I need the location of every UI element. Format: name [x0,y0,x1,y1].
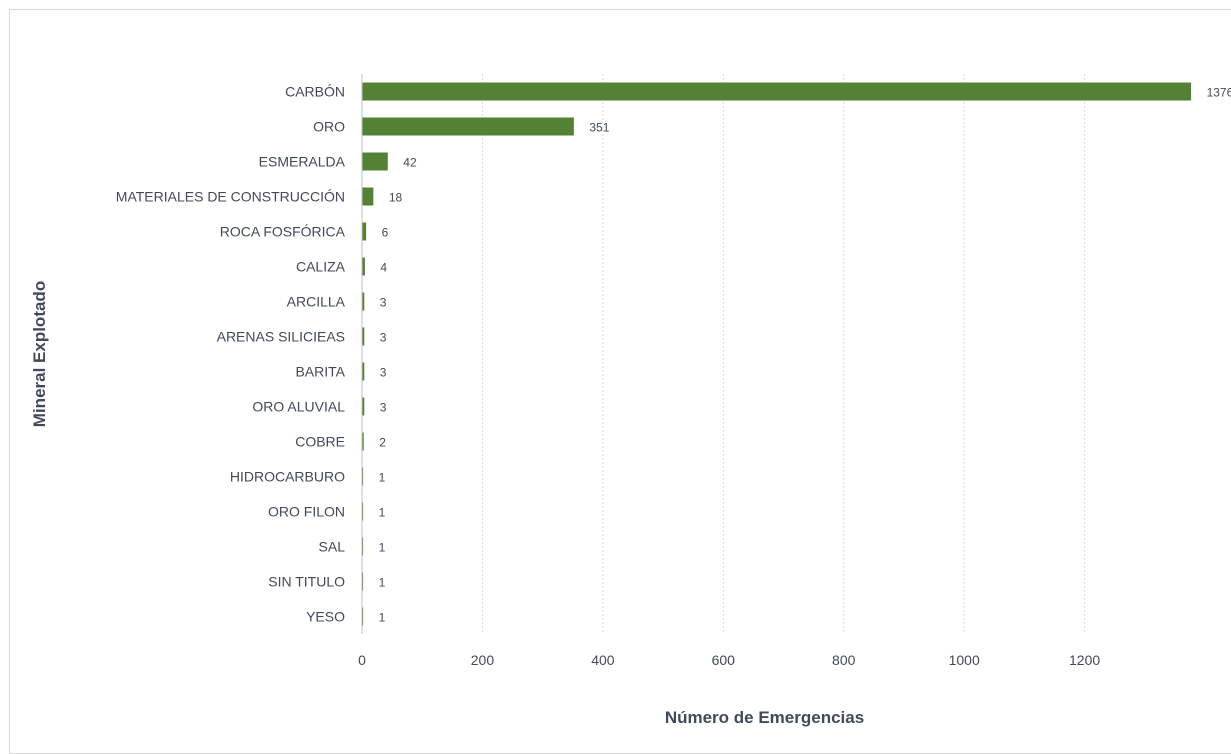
y-category-label: BARITA [295,364,345,380]
bar [362,222,367,241]
bar-value-label: 1 [379,576,386,590]
x-tick-label: 1200 [1069,652,1100,668]
bar-value-label: 1376 [1207,86,1231,100]
y-category-label: ORO ALUVIAL [252,399,345,415]
bar-value-label: 1 [379,506,386,520]
y-category-label: ARCILLA [287,294,346,310]
bar-value-label: 3 [380,401,387,415]
bar-value-label: 351 [589,121,609,135]
y-category-label: COBRE [295,434,345,450]
bar-value-label: 6 [382,226,389,240]
bar [362,537,364,556]
bar-value-label: 3 [380,296,387,310]
y-category-label: SAL [319,539,346,555]
bar-value-label: 4 [380,261,387,275]
chart-frame [9,9,1231,754]
x-tick-label: 600 [712,652,736,668]
bar [362,117,574,136]
bar [362,292,365,311]
y-category-label: ORO [313,119,345,135]
y-category-label: HIDROCARBURO [230,469,345,485]
bar [362,432,364,451]
bar-value-label: 3 [380,331,387,345]
bar [362,572,364,591]
bar [362,502,364,521]
bar-value-label: 1 [379,611,386,625]
bar-value-label: 18 [389,191,403,205]
y-axis-title: Mineral Explotado [30,281,49,427]
y-category-label: ESMERALDA [259,154,346,170]
x-axis-title: Número de Emergencias [665,708,864,727]
bar [362,467,364,486]
x-tick-label: 400 [591,652,615,668]
bar [362,397,365,416]
y-category-label: SIN TITULO [268,574,345,590]
x-tick-label: 800 [832,652,856,668]
x-tick-label: 1000 [949,652,980,668]
bar-value-label: 2 [379,436,386,450]
bar [362,362,365,381]
gridlines [481,74,1086,634]
bar [362,257,365,276]
y-category-label: MATERIALES DE CONSTRUCCIÓN [116,189,345,205]
y-category-label: CALIZA [296,259,346,275]
x-tick-label: 200 [471,652,495,668]
bar [362,82,1192,101]
bar-value-label: 3 [380,366,387,380]
y-category-label: ORO FILON [268,504,345,520]
y-category-label: ARENAS SILICIEAS [217,329,345,345]
y-category-label: CARBÓN [285,84,345,100]
bar [362,187,374,206]
bar [362,152,388,171]
bar-value-label: 1 [379,471,386,485]
bar-value-label: 42 [403,156,417,170]
y-category-label: YESO [306,609,345,625]
bar-value-label: 1 [379,541,386,555]
bar [362,327,365,346]
labels: 0 200 400 600 800 1000 1200 CARBÓN 1376 ORO 351 ESM… [116,84,1231,669]
bars [362,82,1192,626]
x-tick-label: 0 [358,652,366,668]
y-category-label: ROCA FOSFÓRICA [220,224,346,240]
bar [362,607,364,626]
